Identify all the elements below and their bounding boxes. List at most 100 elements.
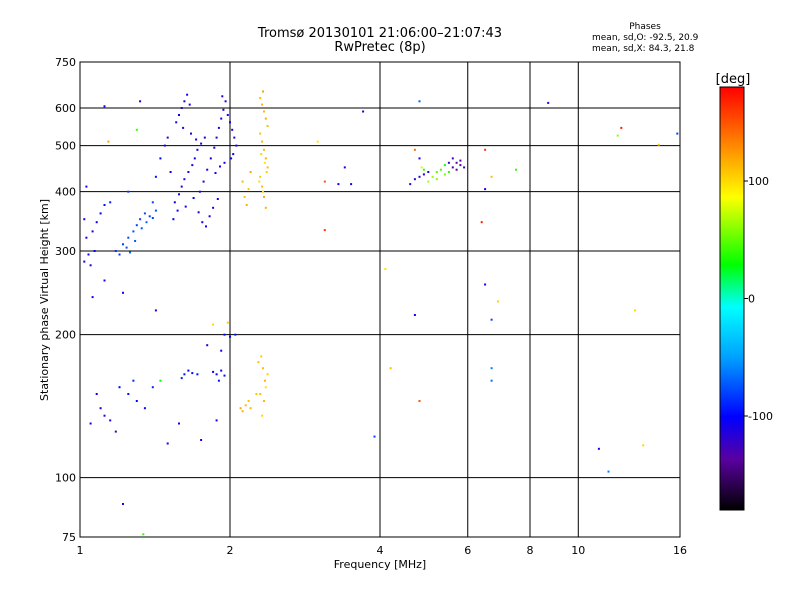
data-point bbox=[323, 180, 326, 183]
data-point bbox=[85, 185, 88, 188]
plot-frame bbox=[79, 61, 681, 538]
data-point bbox=[459, 164, 462, 167]
data-point bbox=[103, 204, 106, 206]
data-point bbox=[259, 175, 262, 178]
data-point bbox=[183, 100, 186, 103]
x-axis-label: Frequency [MHz] bbox=[334, 558, 426, 571]
data-point bbox=[215, 136, 218, 139]
data-point bbox=[337, 183, 340, 186]
data-point bbox=[547, 101, 550, 104]
data-point bbox=[212, 323, 215, 326]
colorbar-tick-label: 0 bbox=[748, 293, 755, 306]
colorbar-tick-label: -100 bbox=[748, 410, 773, 423]
data-point bbox=[266, 166, 269, 169]
data-point bbox=[451, 166, 454, 169]
data-point bbox=[196, 373, 199, 376]
data-point bbox=[235, 144, 238, 147]
data-point bbox=[230, 157, 233, 160]
data-point bbox=[206, 168, 209, 171]
data-point bbox=[418, 100, 421, 103]
data-point bbox=[257, 361, 260, 364]
data-point bbox=[214, 172, 217, 174]
data-point bbox=[151, 386, 154, 389]
data-point bbox=[484, 283, 487, 286]
data-point bbox=[87, 253, 90, 256]
data-point bbox=[209, 157, 212, 160]
gridlines bbox=[80, 62, 680, 537]
data-point bbox=[249, 407, 252, 410]
data-point bbox=[422, 168, 425, 171]
data-point bbox=[125, 246, 128, 249]
colorbar-ticks: 100 0 -100 bbox=[744, 175, 773, 423]
y-tick-label: 100 bbox=[55, 472, 76, 485]
data-point bbox=[85, 236, 88, 239]
data-point bbox=[676, 132, 679, 135]
y-tick-label: 600 bbox=[55, 102, 76, 115]
data-point bbox=[216, 198, 219, 200]
data-point bbox=[263, 379, 266, 382]
data-point bbox=[258, 180, 261, 183]
data-point bbox=[219, 165, 221, 168]
data-point bbox=[186, 93, 189, 96]
data-point bbox=[166, 442, 169, 445]
data-point bbox=[431, 175, 434, 178]
x-tick-label: 1 bbox=[77, 544, 84, 557]
data-point bbox=[148, 215, 151, 218]
data-point bbox=[118, 386, 121, 389]
data-point bbox=[490, 367, 493, 370]
data-point bbox=[151, 217, 154, 219]
data-point bbox=[163, 144, 166, 147]
data-point bbox=[182, 126, 185, 129]
y-tick-label: 750 bbox=[55, 56, 76, 69]
x-tick-label: 16 bbox=[673, 544, 687, 557]
data-point bbox=[139, 100, 142, 103]
data-point bbox=[173, 201, 176, 204]
data-point bbox=[223, 161, 226, 164]
data-point bbox=[232, 153, 235, 156]
data-point bbox=[422, 173, 425, 176]
data-point bbox=[93, 250, 96, 252]
data-point bbox=[89, 264, 92, 267]
data-point bbox=[200, 439, 203, 441]
data-point bbox=[180, 107, 183, 109]
data-point bbox=[384, 268, 387, 270]
data-point bbox=[151, 201, 154, 204]
data-point bbox=[129, 251, 131, 254]
data-point bbox=[198, 190, 201, 193]
data-point bbox=[196, 148, 199, 151]
data-point bbox=[255, 393, 258, 395]
data-point bbox=[191, 372, 194, 375]
data-point bbox=[122, 243, 124, 246]
data-point bbox=[175, 121, 178, 124]
data-point bbox=[463, 166, 466, 169]
data-point bbox=[262, 367, 264, 370]
data-point bbox=[188, 103, 191, 106]
data-point bbox=[234, 333, 237, 336]
data-point bbox=[233, 136, 236, 139]
data-point bbox=[263, 400, 265, 402]
data-point bbox=[455, 168, 458, 171]
data-point bbox=[132, 230, 135, 233]
data-point bbox=[459, 159, 462, 162]
data-point bbox=[418, 175, 421, 178]
data-point bbox=[261, 414, 264, 417]
x-tick-label: 8 bbox=[527, 544, 534, 557]
data-point bbox=[154, 309, 157, 312]
data-point bbox=[109, 419, 112, 422]
y-tick-label: 75 bbox=[62, 531, 76, 544]
data-point bbox=[154, 175, 157, 178]
data-point bbox=[114, 430, 117, 433]
chart-title: Tromsø 20130101 21:06:00–21:07:43 bbox=[257, 26, 503, 41]
data-point bbox=[490, 318, 493, 321]
data-point bbox=[263, 195, 265, 198]
data-point bbox=[264, 157, 267, 160]
data-point bbox=[134, 240, 137, 242]
data-point bbox=[195, 138, 198, 141]
data-point bbox=[217, 379, 220, 382]
data-point bbox=[620, 126, 623, 129]
data-point bbox=[350, 183, 353, 186]
data-point bbox=[135, 128, 138, 131]
data-point bbox=[229, 121, 231, 124]
data-point bbox=[180, 185, 183, 188]
